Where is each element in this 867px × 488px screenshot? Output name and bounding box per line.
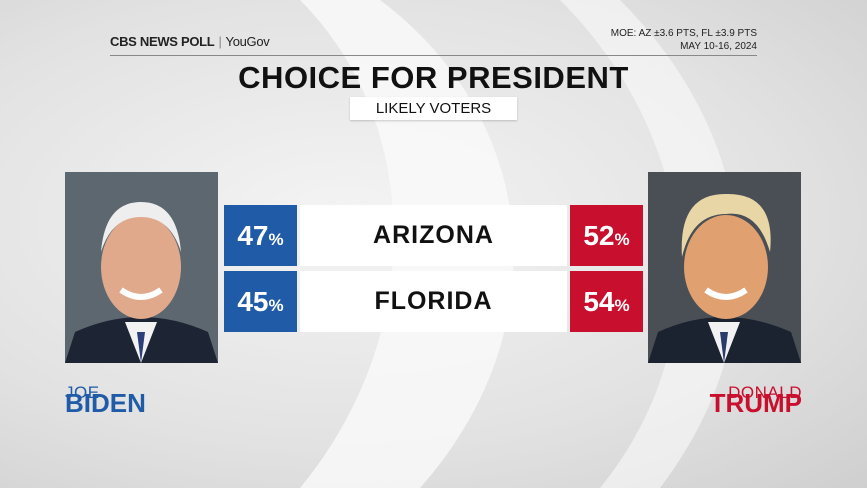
state: ARIZONA: [300, 205, 567, 266]
result-row: 45% FLORIDA 54%: [224, 271, 643, 332]
dates: MAY 10-16, 2024: [680, 41, 757, 52]
biden-photo: [65, 172, 218, 363]
partner: YouGov: [225, 34, 270, 49]
trump-share: 52%: [570, 205, 643, 266]
moe: MOE: AZ ±3.6 PTS, FL ±3.9 PTS: [610, 28, 757, 39]
biden-share: 45%: [224, 271, 297, 332]
rule: [110, 55, 757, 56]
state: FLORIDA: [300, 271, 567, 332]
candidate-first: JOE: [65, 383, 100, 402]
logo-text: CBS NEWS POLL: [110, 34, 215, 49]
candidate-last: BIDEN: [65, 388, 146, 418]
meta: MOE: AZ ±3.6 PTS, FL ±3.9 PTS MAY 10-16, …: [611, 27, 757, 53]
candidate-first: DONALD: [728, 383, 802, 402]
trump-share: 54%: [570, 271, 643, 332]
result-row: 47% ARIZONA 52%: [224, 205, 643, 266]
logo: CBS NEWS POLL | YouGov: [110, 34, 270, 49]
biden-share: 47%: [224, 205, 297, 266]
title: CHOICE FOR PRESIDENT: [238, 60, 629, 95]
subtitle: LIKELY VOTERS: [350, 97, 517, 120]
trump-photo: [648, 172, 801, 363]
candidate-last: TRUMP: [709, 388, 802, 418]
